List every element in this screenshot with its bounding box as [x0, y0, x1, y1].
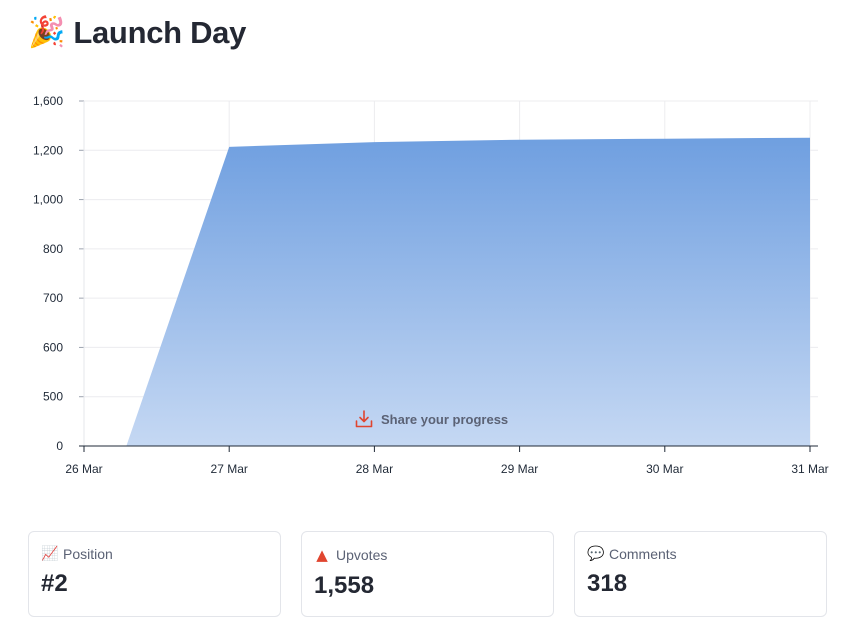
x-tick-label: 27 Mar — [211, 462, 248, 476]
stat-value: #2 — [41, 570, 68, 597]
stat-label: Comments — [609, 546, 677, 562]
x-tick-label: 31 Mar — [791, 462, 828, 476]
upvotes-chart: 0 500 600 700 800 1,000 1,200 1,600 26 Mar 27 Mar… — [0, 85, 859, 485]
y-tick-label: 800 — [43, 242, 63, 256]
x-tick-label: 30 Mar — [646, 462, 683, 476]
y-tick-label: 700 — [43, 291, 63, 305]
download-icon — [355, 410, 373, 428]
chart-svg: 0 500 600 700 800 1,000 1,200 1,600 26 Mar 27 Mar… — [33, 94, 829, 476]
up-triangle-icon: ▲ — [316, 546, 328, 564]
stat-label: Upvotes — [336, 547, 388, 563]
x-tick-label: 29 Mar — [501, 462, 538, 476]
stat-value: 1,558 — [314, 572, 375, 599]
share-progress-button[interactable]: Share your progress — [354, 409, 508, 429]
party-popper-icon: 🎉 — [28, 15, 66, 50]
x-tick-label: 28 Mar — [356, 462, 393, 476]
y-tick-label: 1,600 — [33, 94, 63, 108]
x-tick-label: 26 Mar — [65, 462, 102, 476]
stat-card-comments: 💬 Comments 318 — [574, 531, 827, 617]
page-title: 🎉 Launch Day — [28, 12, 246, 54]
page-title-text: Launch Day — [73, 15, 247, 50]
y-tick-label: 1,000 — [33, 193, 63, 207]
stats-row: 📈 Position #2 ▲ Upvotes 1,558 💬 Comments… — [28, 531, 827, 617]
y-tick-label: 0 — [56, 439, 63, 453]
share-progress-label: Share your progress — [381, 411, 509, 427]
speech-bubble-icon: 💬 — [587, 546, 605, 562]
y-tick-label: 600 — [43, 340, 63, 354]
chart-increasing-icon: 📈 — [41, 546, 59, 562]
stat-card-upvotes: ▲ Upvotes 1,558 — [301, 531, 554, 617]
y-tick-label: 500 — [43, 390, 63, 404]
y-tick-label: 1,200 — [33, 143, 63, 157]
stat-label: Position — [63, 546, 113, 562]
series-area — [126, 137, 811, 446]
stat-value: 318 — [587, 570, 628, 597]
stat-card-position: 📈 Position #2 — [28, 531, 281, 617]
